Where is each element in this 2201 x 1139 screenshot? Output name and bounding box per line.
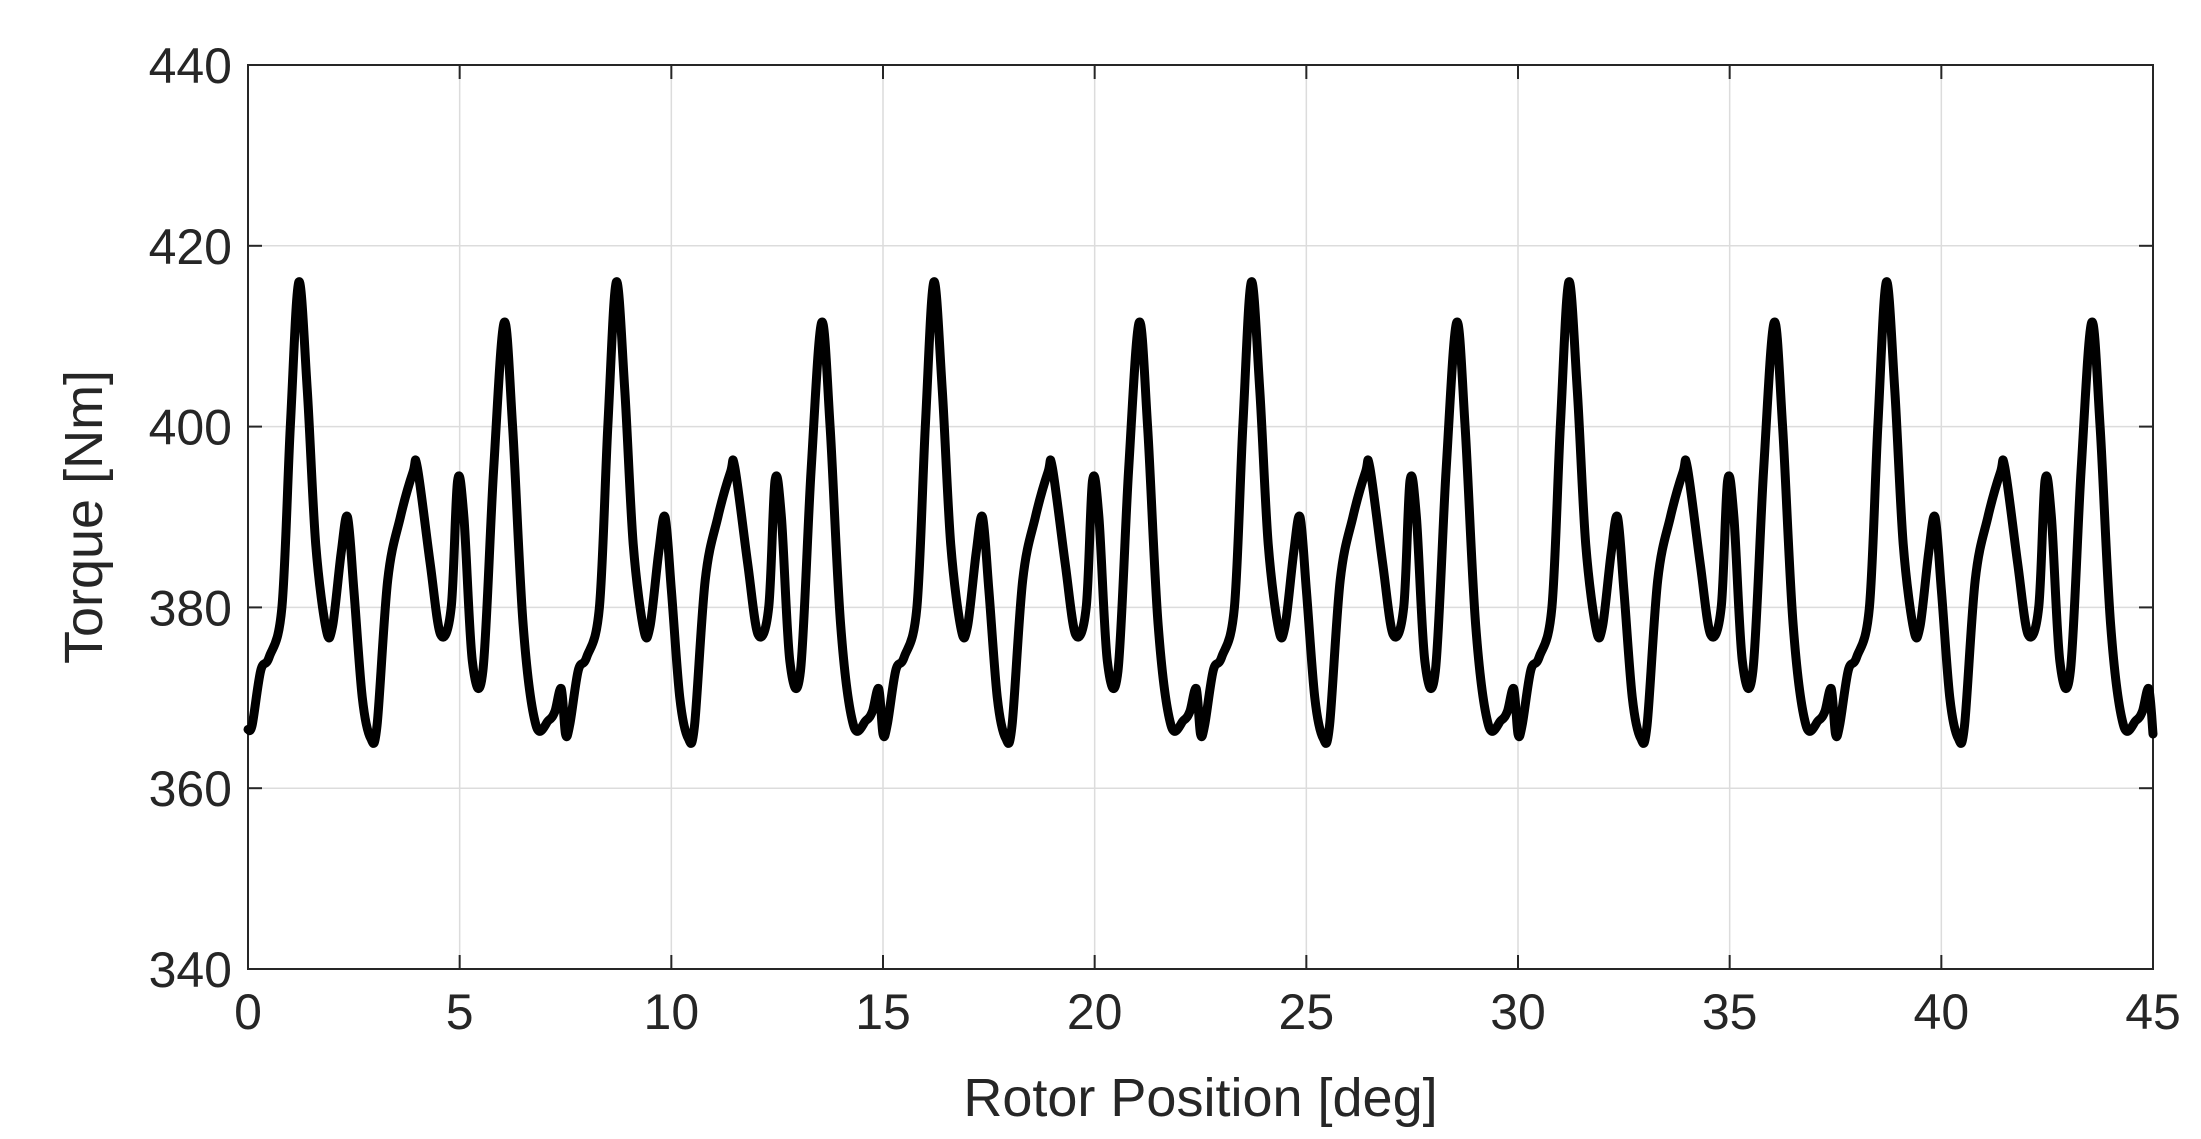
series-layer <box>243 277 2158 748</box>
y-axis-label: Torque [Nm] <box>54 370 114 664</box>
x-tick-label: 5 <box>446 984 474 1040</box>
y-tick-label: 400 <box>149 400 232 456</box>
torque-series-line <box>243 277 2158 748</box>
x-tick-label: 35 <box>1702 984 1758 1040</box>
x-tick-label: 20 <box>1067 984 1123 1040</box>
y-tick-label: 360 <box>149 761 232 817</box>
y-tick-label: 420 <box>149 219 232 275</box>
y-tick-label: 440 <box>149 38 232 94</box>
x-tick-label: 10 <box>644 984 700 1040</box>
plot-frame <box>247 64 2154 970</box>
x-tick-label: 15 <box>855 984 911 1040</box>
grid-lines <box>247 64 2154 970</box>
x-tick-label: 25 <box>1279 984 1335 1040</box>
x-tick-label: 45 <box>2125 984 2181 1040</box>
x-tick-label: 40 <box>1914 984 1970 1040</box>
x-tick-labels: 0 5 10 15 20 25 30 35 40 45 <box>234 984 2181 1040</box>
x-tick-label: 0 <box>234 984 262 1040</box>
y-tick-label: 380 <box>149 580 232 636</box>
x-tick-label: 30 <box>1490 984 1546 1040</box>
x-axis-label: Rotor Position [deg] <box>963 1068 1437 1128</box>
y-tick-labels: 340 360 380 400 420 440 <box>149 38 232 998</box>
y-tick-label: 340 <box>149 942 232 998</box>
axis-ticks <box>247 64 2154 970</box>
